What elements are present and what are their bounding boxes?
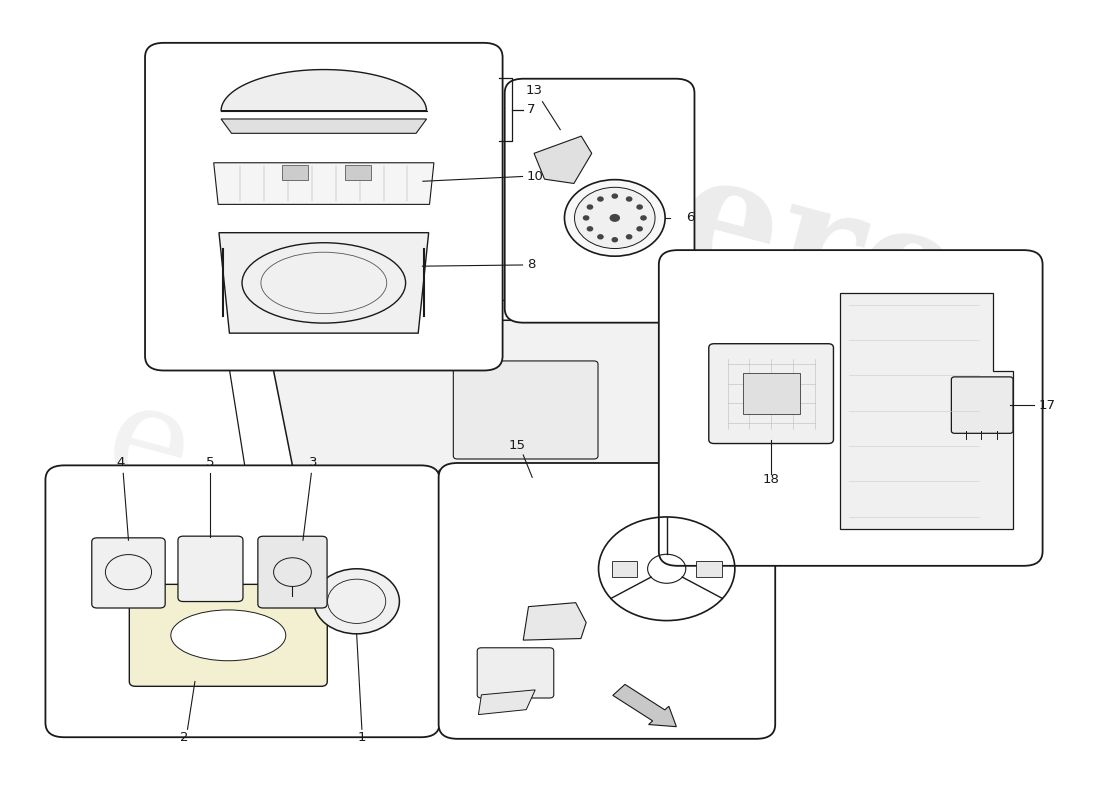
Circle shape	[627, 235, 631, 238]
Circle shape	[597, 235, 603, 238]
Text: 7: 7	[527, 103, 536, 116]
Text: e: e	[91, 373, 206, 523]
Text: 18: 18	[762, 474, 780, 486]
Text: 1: 1	[358, 730, 366, 744]
Circle shape	[583, 216, 588, 220]
Circle shape	[609, 214, 620, 222]
Text: 4: 4	[116, 457, 124, 470]
Circle shape	[613, 238, 617, 242]
Polygon shape	[264, 320, 767, 583]
Circle shape	[564, 180, 666, 256]
Text: 13: 13	[526, 84, 542, 98]
Circle shape	[627, 197, 631, 201]
Circle shape	[574, 187, 656, 249]
Circle shape	[587, 205, 593, 209]
Circle shape	[597, 197, 603, 201]
FancyBboxPatch shape	[453, 361, 598, 459]
FancyBboxPatch shape	[708, 344, 834, 443]
Bar	[344, 166, 371, 180]
FancyBboxPatch shape	[477, 648, 553, 698]
Bar	[612, 561, 637, 577]
Polygon shape	[478, 690, 536, 714]
Bar	[696, 561, 722, 577]
Circle shape	[613, 194, 617, 198]
Text: 6: 6	[686, 211, 694, 225]
Polygon shape	[221, 119, 427, 134]
Bar	[282, 166, 308, 180]
Circle shape	[314, 569, 399, 634]
FancyBboxPatch shape	[178, 536, 243, 602]
Polygon shape	[534, 136, 592, 183]
Polygon shape	[219, 233, 429, 333]
Circle shape	[637, 227, 642, 231]
Text: 3: 3	[309, 457, 318, 470]
Circle shape	[587, 227, 593, 231]
Text: 5: 5	[206, 457, 214, 470]
Text: 2: 2	[179, 730, 188, 744]
Text: 15: 15	[509, 439, 526, 452]
Text: 17: 17	[1038, 398, 1055, 412]
Text: 8: 8	[527, 258, 535, 271]
FancyBboxPatch shape	[505, 78, 694, 322]
Text: a passion for parts: a passion for parts	[381, 546, 586, 620]
FancyBboxPatch shape	[257, 536, 327, 608]
FancyBboxPatch shape	[45, 466, 440, 738]
Circle shape	[637, 205, 642, 209]
Polygon shape	[524, 602, 586, 640]
FancyBboxPatch shape	[130, 584, 328, 686]
FancyBboxPatch shape	[952, 377, 1013, 434]
FancyBboxPatch shape	[145, 43, 503, 370]
FancyBboxPatch shape	[659, 250, 1043, 566]
Polygon shape	[221, 70, 427, 111]
Polygon shape	[213, 162, 433, 204]
Text: 10: 10	[527, 170, 543, 183]
Polygon shape	[300, 324, 442, 356]
Text: since 1985: since 1985	[558, 446, 788, 546]
FancyBboxPatch shape	[91, 538, 165, 608]
Bar	[742, 374, 800, 414]
Circle shape	[641, 216, 646, 220]
Ellipse shape	[170, 610, 286, 661]
FancyArrow shape	[613, 684, 676, 726]
Polygon shape	[840, 293, 1013, 529]
Text: eres: eres	[659, 142, 1064, 388]
FancyBboxPatch shape	[439, 463, 776, 739]
